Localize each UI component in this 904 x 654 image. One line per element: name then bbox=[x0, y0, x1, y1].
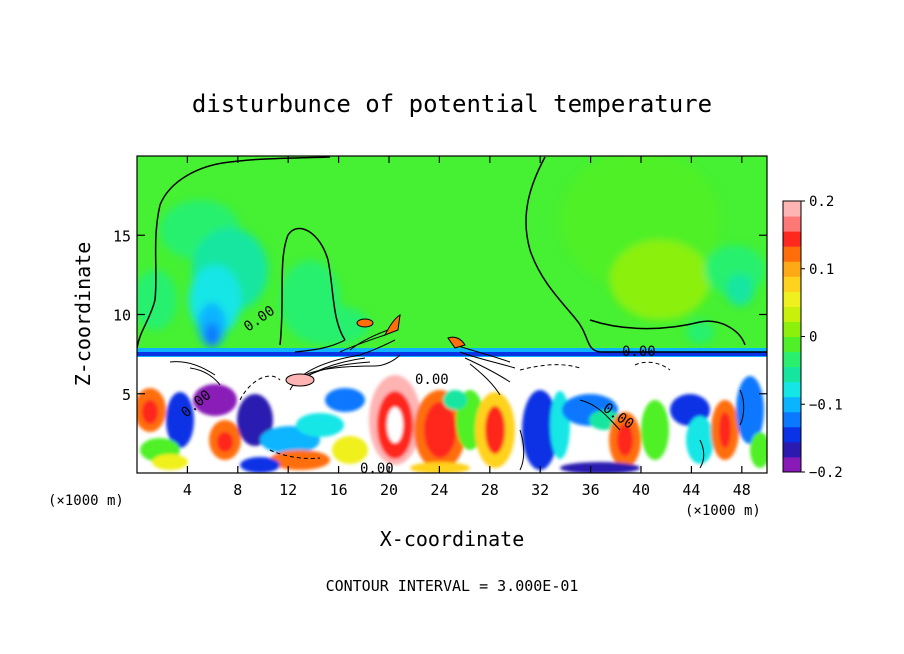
colorbar-cell bbox=[783, 231, 801, 247]
colorbar-cell bbox=[783, 381, 801, 398]
colorbar-cell bbox=[783, 306, 801, 322]
contour-zero-right-region bbox=[525, 156, 767, 353]
colorbar-cell bbox=[783, 246, 801, 262]
x-tick-label: 16 bbox=[330, 481, 348, 499]
x-unit-label-left: (×1000 m) bbox=[48, 493, 124, 509]
contour-label: 0.00 bbox=[360, 461, 394, 477]
x-axis-label: X-coordinate bbox=[380, 527, 525, 551]
x-tick-label: 12 bbox=[279, 481, 297, 499]
contour-zero-upper-right bbox=[589, 319, 746, 346]
x-tick-label: 36 bbox=[582, 481, 600, 499]
colorbar-cell bbox=[783, 216, 801, 232]
upper-field-anomalies bbox=[137, 156, 765, 347]
colorbar-cell bbox=[783, 441, 801, 458]
colorbar-cell bbox=[783, 351, 801, 368]
x-tick-label: 8 bbox=[233, 481, 242, 499]
inversion-band-core bbox=[137, 352, 767, 356]
contour-label: 0.00 bbox=[415, 372, 449, 388]
colorbar-tick-label: −0.1 bbox=[809, 397, 843, 413]
contour-interval-note: CONTOUR INTERVAL = 3.000E-01 bbox=[326, 577, 579, 595]
colorbar-cell bbox=[783, 261, 801, 277]
y-tick-label: 10 bbox=[113, 307, 131, 325]
contour-lines bbox=[137, 156, 767, 353]
colorbar-tick-label: −0.2 bbox=[809, 465, 843, 481]
contour-zero-left-plume bbox=[137, 156, 331, 349]
y-axis-label: Z-coordinate bbox=[71, 242, 95, 387]
x-tick-label: 24 bbox=[430, 481, 448, 499]
colorbar-cells bbox=[783, 201, 801, 473]
x-tick-label: 44 bbox=[682, 481, 700, 499]
x-tick-label: 40 bbox=[632, 481, 650, 499]
colorbar-tick-label: 0 bbox=[809, 330, 817, 346]
colorbar-cell bbox=[783, 426, 801, 443]
x-tick-label: 20 bbox=[380, 481, 398, 499]
contour-label: 0.00 bbox=[622, 344, 656, 360]
x-tick-label: 28 bbox=[481, 481, 499, 499]
colorbar-cell bbox=[783, 396, 801, 413]
colorbar-cell bbox=[783, 321, 801, 337]
contour-zero-mid-plume bbox=[279, 227, 346, 346]
colorbar-cell bbox=[783, 276, 801, 292]
colorbar-ticks: 0.2 0.1 0 −0.1 −0.2 bbox=[801, 194, 843, 481]
chart-title: disturbunce of potential temperature bbox=[192, 90, 712, 118]
colorbar-cell bbox=[783, 456, 801, 473]
interface-blobs bbox=[285, 314, 466, 387]
x-tick-label: 48 bbox=[733, 481, 751, 499]
y-tick-label: 5 bbox=[122, 386, 131, 404]
colorbar-cell bbox=[783, 411, 801, 428]
x-unit-label-right: (×1000 m) bbox=[685, 503, 761, 519]
x-axis-ticks: 4 8 12 16 20 24 28 32 36 40 44 48 bbox=[183, 156, 751, 499]
y-tick-label: 15 bbox=[113, 227, 131, 245]
x-tick-label: 4 bbox=[183, 481, 192, 499]
colorbar-cell bbox=[783, 291, 801, 307]
colorbar-cell bbox=[783, 201, 801, 217]
x-tick-label: 32 bbox=[531, 481, 549, 499]
colorbar-tick-label: 0.2 bbox=[809, 194, 834, 210]
lower-field-cells bbox=[137, 375, 767, 473]
colorbar: 0.2 0.1 0 −0.1 −0.2 bbox=[782, 194, 843, 481]
colorbar-tick-label: 0.1 bbox=[809, 262, 834, 278]
colorbar-cell bbox=[783, 366, 801, 383]
y-axis-ticks: 5 10 15 bbox=[113, 227, 767, 404]
contour-label-group: 0.00 0.00 0.00 0.00 0.00 0.00 bbox=[178, 303, 655, 477]
colorbar-cell bbox=[783, 336, 801, 353]
plot-area: 0.00 0.00 0.00 0.00 0.00 0.00 4 8 12 16 20 24… bbox=[113, 155, 768, 499]
heatmap-field bbox=[137, 156, 767, 473]
